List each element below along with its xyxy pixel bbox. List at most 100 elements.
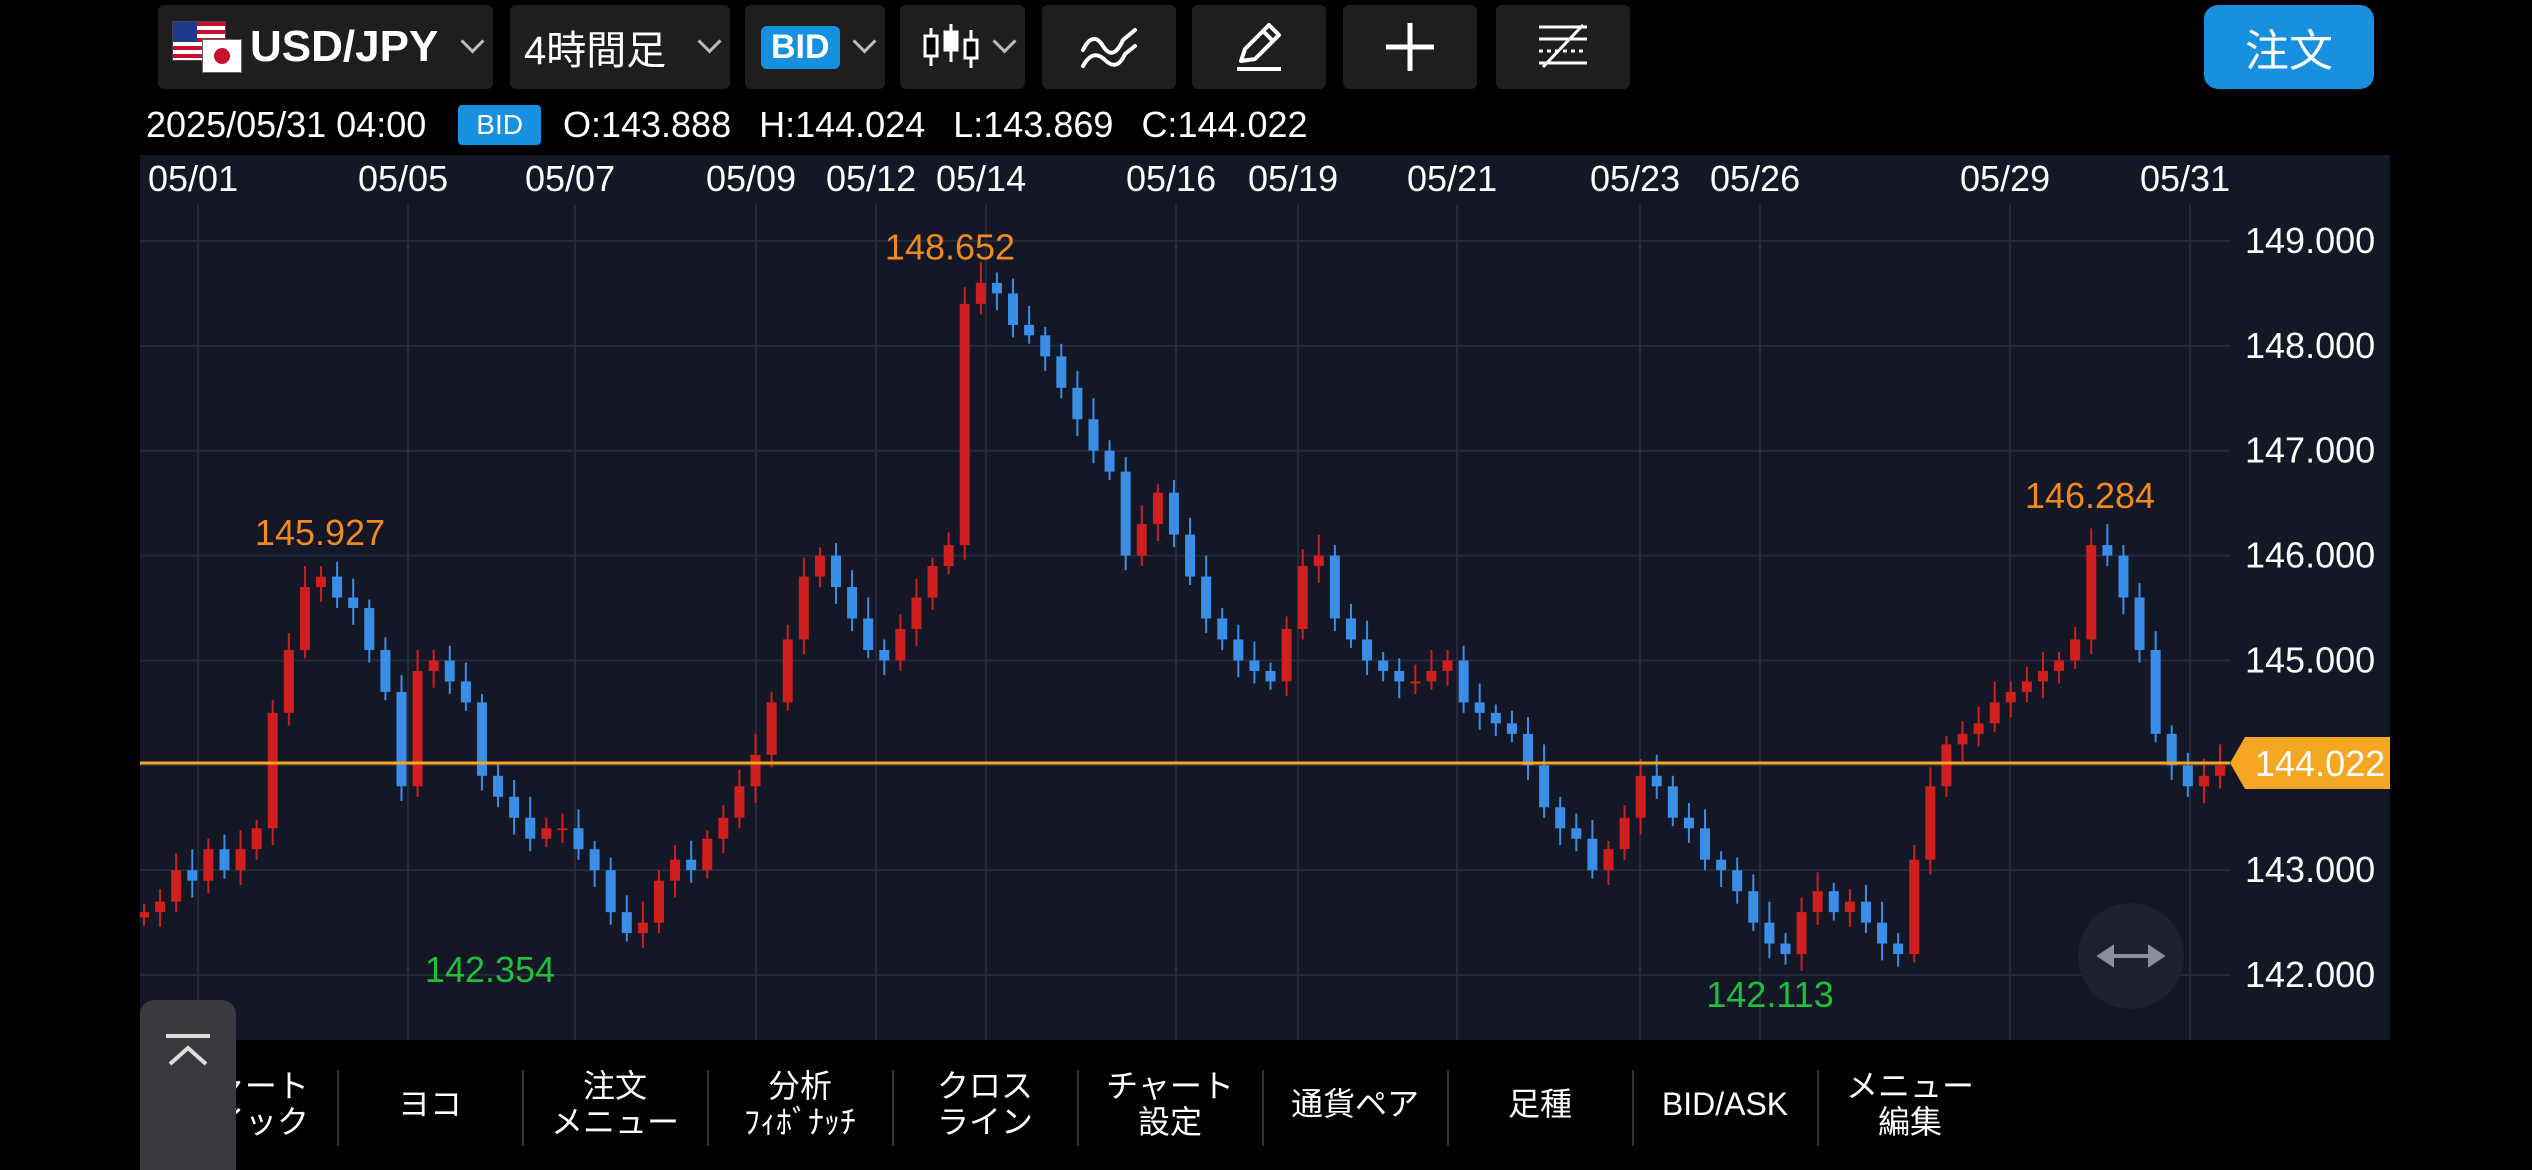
candle-body [1088,419,1099,451]
candle-body [1458,660,1469,703]
indicator-button[interactable] [1042,5,1176,89]
menu-item-label: 足種 [1507,1086,1572,1122]
candle-body [1345,618,1356,640]
menu-item-5[interactable]: チャート 設定 [1085,1068,1255,1140]
candle-body [1587,838,1598,871]
menu-item-8[interactable]: BID/ASK [1640,1086,1810,1122]
menu-item-9[interactable]: メニュー 編集 [1825,1068,1995,1140]
crosshair-icon [1386,23,1434,71]
candle-body [911,597,922,629]
candle-body [1362,639,1373,661]
candle-body [589,849,600,871]
candle-body [1893,943,1904,955]
ohlc-info-bar: 2025/05/31 04:00 BID O:143.888 H:144.024… [146,100,1326,150]
candle-body [2118,555,2129,598]
candle-body [1732,870,1743,892]
candle-body [686,859,697,871]
x-tick-label: 05/05 [358,158,448,199]
x-tick-label: 05/12 [826,158,916,199]
crosshair-button[interactable] [1343,5,1477,89]
candle-body [1056,356,1067,388]
currency-pair-selector[interactable]: USD/JPY [158,5,493,89]
candle-body [476,702,487,776]
low-value: L:143.869 [953,104,1114,145]
x-tick-label: 05/09 [706,158,796,199]
y-tick-label: 146.000 [2245,535,2375,576]
candle-body [2166,733,2177,766]
price-type-selector[interactable]: BID [745,5,885,89]
menu-item-4[interactable]: クロス ライン [900,1068,1070,1140]
menu-item-label: 分析 [767,1068,832,1104]
high-annotation: 145.927 [255,512,385,553]
menu-item-1[interactable]: ヨコ [345,1086,515,1122]
menu-item-6[interactable]: 通貨ペア [1270,1086,1440,1122]
chevron-down-icon [697,29,722,54]
candle-body [814,555,825,577]
candle-body [1925,786,1936,860]
candle-body [2215,765,2225,776]
candle-body [750,754,761,787]
candle-body [653,880,664,923]
candle-body [1249,660,1260,671]
menu-item-label: クロス [936,1068,1033,1104]
candle-body [1957,733,1968,745]
chart-type-selector[interactable] [900,5,1025,89]
horizontal-scroll-handle[interactable] [2078,903,2184,1009]
candle-body [493,775,504,797]
y-tick-label: 145.000 [2245,639,2375,680]
candle-body [1796,912,1807,955]
current-price-tag [2230,737,2390,790]
candle-body [1426,670,1437,682]
candle-body [2134,597,2145,650]
top-toolbar: USD/JPY 4時間足 BID 注文 [0,0,2532,95]
line-tools-button[interactable] [1496,5,1630,89]
candle-body [863,618,874,650]
candle-body [1168,492,1179,535]
candle-body [412,670,423,787]
menu-item-label: メニュー [1845,1068,1974,1104]
candle-body [1571,828,1582,839]
chart-canvas[interactable]: 149.000 148.000 147.000 146.000 145.000 144.0… [139,155,2390,1040]
candle-body [879,649,890,661]
candle-body [847,587,858,619]
candle-body [1297,566,1308,629]
menu-item-sublabel: メニュー [550,1104,679,1140]
candle-body [895,628,906,661]
candle-body [927,566,938,598]
menu-item-7[interactable]: 足種 [1455,1086,1625,1122]
candle-body [605,870,616,913]
candle-body [2021,681,2032,692]
candle-body [1506,723,1517,734]
candle-body [444,660,455,682]
candle-body [1877,922,1888,944]
candle-body [2086,545,2097,640]
candle-body [1523,733,1533,766]
candle-body [1539,765,1550,808]
menu-separator [892,1070,894,1146]
candle-body [251,828,262,850]
chevron-down-icon [852,29,877,54]
candle-body [509,796,520,818]
menu-item-3[interactable]: 分析 ﾌｨﾎﾞﾅｯﾁ [715,1068,885,1140]
x-tick-label: 05/01 [148,158,238,199]
price-type-badge: BID [458,105,541,145]
x-tick-label: 05/31 [2140,158,2230,199]
timeframe-selector[interactable]: 4時間足 [510,5,730,89]
order-button[interactable]: 注文 [2204,5,2374,89]
menu-item-label: BID/ASK [1661,1086,1789,1122]
candle-body [1909,859,1920,955]
candle-body [1635,775,1646,818]
candlestick-chart[interactable]: 149.000 148.000 147.000 146.000 145.000 144.0… [139,155,2390,1040]
menu-separator [522,1070,524,1146]
collapse-panel-button[interactable] [140,1000,236,1170]
candle-body [2198,775,2209,787]
candle-body [316,576,327,588]
candle-body [1941,744,1952,787]
draw-button[interactable] [1192,5,1326,89]
candle-body [1474,702,1485,713]
candle-body [1008,293,1019,325]
candle-body [2070,639,2081,661]
menu-item-2[interactable]: 注文 メニュー [530,1068,700,1140]
candle-body [267,712,278,829]
candle-body [557,828,568,831]
